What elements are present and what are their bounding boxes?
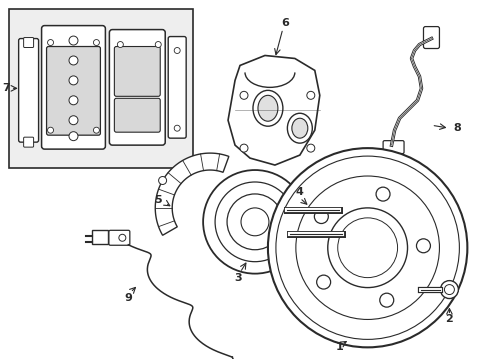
- Circle shape: [241, 208, 268, 236]
- Circle shape: [69, 56, 78, 65]
- Text: 4: 4: [295, 187, 303, 197]
- Circle shape: [203, 170, 306, 274]
- FancyBboxPatch shape: [46, 46, 100, 135]
- Circle shape: [240, 91, 247, 99]
- Text: 1: 1: [335, 342, 343, 352]
- Ellipse shape: [291, 118, 307, 138]
- Polygon shape: [155, 153, 228, 235]
- FancyBboxPatch shape: [168, 37, 186, 138]
- FancyBboxPatch shape: [109, 230, 129, 245]
- Circle shape: [306, 91, 314, 99]
- Circle shape: [440, 280, 457, 298]
- Text: 6: 6: [281, 18, 288, 28]
- Circle shape: [316, 275, 330, 289]
- FancyBboxPatch shape: [114, 98, 160, 132]
- FancyBboxPatch shape: [23, 137, 34, 147]
- Circle shape: [226, 194, 283, 250]
- Circle shape: [327, 208, 407, 288]
- Circle shape: [69, 76, 78, 85]
- Circle shape: [93, 127, 99, 133]
- Text: 8: 8: [452, 123, 460, 133]
- Circle shape: [215, 182, 294, 262]
- FancyBboxPatch shape: [92, 230, 108, 244]
- Ellipse shape: [287, 113, 312, 143]
- Bar: [9, 9, 193, 168]
- Text: 3: 3: [234, 273, 242, 283]
- Text: 9: 9: [124, 293, 132, 302]
- Ellipse shape: [258, 95, 277, 121]
- Circle shape: [306, 144, 314, 152]
- Circle shape: [444, 285, 453, 294]
- Circle shape: [275, 156, 458, 339]
- Circle shape: [158, 176, 166, 184]
- FancyBboxPatch shape: [114, 46, 160, 96]
- FancyBboxPatch shape: [23, 37, 34, 48]
- Circle shape: [416, 239, 429, 253]
- Circle shape: [174, 48, 180, 54]
- Circle shape: [295, 176, 439, 319]
- Text: 5: 5: [154, 195, 162, 205]
- Text: 7: 7: [2, 84, 10, 93]
- Circle shape: [155, 41, 161, 48]
- Circle shape: [69, 116, 78, 125]
- Circle shape: [267, 148, 467, 347]
- Ellipse shape: [252, 90, 283, 126]
- Circle shape: [379, 293, 393, 307]
- Circle shape: [69, 132, 78, 141]
- FancyBboxPatch shape: [41, 26, 105, 149]
- Circle shape: [117, 41, 123, 48]
- Polygon shape: [227, 55, 319, 165]
- FancyBboxPatch shape: [19, 39, 39, 142]
- FancyBboxPatch shape: [423, 27, 439, 49]
- FancyBboxPatch shape: [109, 30, 165, 145]
- Circle shape: [93, 40, 99, 45]
- Circle shape: [47, 40, 53, 45]
- Circle shape: [240, 144, 247, 152]
- Circle shape: [337, 218, 397, 278]
- Circle shape: [69, 36, 78, 45]
- Text: 2: 2: [445, 314, 452, 324]
- Circle shape: [69, 96, 78, 105]
- Circle shape: [47, 127, 53, 133]
- Circle shape: [174, 125, 180, 131]
- Circle shape: [119, 234, 125, 241]
- Circle shape: [314, 210, 327, 224]
- Circle shape: [375, 187, 389, 201]
- FancyBboxPatch shape: [382, 141, 403, 154]
